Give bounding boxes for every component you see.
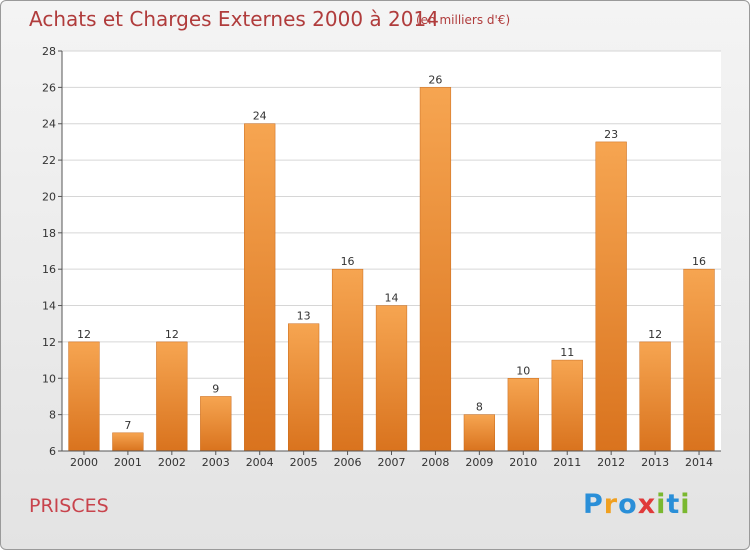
chart-unit: (en milliers d'€) — [416, 13, 511, 27]
x-tick-label: 2011 — [553, 456, 581, 469]
x-tick-label: 2003 — [202, 456, 230, 469]
y-tick-label: 6 — [49, 445, 56, 458]
x-tick-label: 2009 — [465, 456, 493, 469]
bar — [375, 305, 408, 452]
logo-letter: r — [603, 489, 619, 520]
logo-letter: i — [680, 489, 691, 520]
y-tick-label: 24 — [42, 118, 56, 131]
bar — [639, 341, 671, 452]
x-tick-label: 2006 — [334, 456, 362, 469]
bar-value-label: 12 — [648, 328, 662, 341]
x-tick-label: 2012 — [597, 456, 625, 469]
bar — [551, 359, 583, 452]
bar-value-label: 11 — [560, 346, 574, 359]
bar — [683, 268, 715, 452]
x-tick-label: 2000 — [70, 456, 98, 469]
y-tick-label: 18 — [42, 227, 56, 240]
x-tick-label: 2002 — [158, 456, 186, 469]
logo-letter: i — [656, 489, 667, 520]
x-tick-label: 2007 — [378, 456, 406, 469]
bar-value-label: 13 — [297, 310, 311, 323]
bar — [156, 341, 188, 452]
bar — [507, 378, 539, 452]
x-tick-label: 2010 — [509, 456, 537, 469]
bar — [244, 123, 276, 452]
y-tick-label: 14 — [42, 300, 56, 313]
bar — [595, 141, 627, 452]
logo-letter: t — [666, 489, 681, 520]
bar-value-label: 9 — [212, 382, 219, 395]
logo-letter: o — [618, 489, 638, 520]
proxiti-logo[interactable]: Proxiti — [583, 489, 691, 520]
bar — [200, 396, 232, 452]
bar — [463, 414, 495, 452]
logo-letter: P — [583, 489, 604, 520]
bar — [331, 268, 364, 452]
logo-letter: x — [637, 489, 657, 520]
x-tick-label: 2001 — [114, 456, 142, 469]
bar-value-label: 14 — [385, 292, 399, 305]
bar — [419, 87, 452, 452]
bar-value-label: 8 — [476, 401, 483, 414]
bar-value-label: 16 — [341, 255, 355, 268]
y-tick-label: 10 — [42, 372, 56, 385]
bar-value-label: 10 — [516, 364, 530, 377]
commune-name: PRISCES — [29, 495, 109, 517]
x-tick-label: 2004 — [246, 456, 274, 469]
y-tick-label: 8 — [49, 409, 56, 422]
bar-value-label: 7 — [124, 419, 131, 432]
bar-value-label: 23 — [604, 128, 618, 141]
bar-value-label: 24 — [253, 110, 267, 123]
y-tick-label: 16 — [42, 263, 56, 276]
bar-value-label: 12 — [165, 328, 179, 341]
bar — [68, 341, 100, 452]
y-tick-label: 20 — [42, 190, 56, 203]
bar — [112, 432, 144, 452]
x-tick-label: 2013 — [641, 456, 669, 469]
y-tick-label: 22 — [42, 154, 56, 167]
bar-value-label: 12 — [77, 328, 91, 341]
y-tick-label: 28 — [42, 45, 56, 58]
y-tick-label: 26 — [42, 81, 56, 94]
x-tick-label: 2014 — [685, 456, 713, 469]
chart-title: Achats et Charges Externes 2000 à 2014 — [29, 7, 439, 31]
bar — [288, 323, 320, 452]
y-tick-label: 12 — [42, 336, 56, 349]
x-tick-label: 2008 — [421, 456, 449, 469]
x-tick-label: 2005 — [290, 456, 318, 469]
bar-value-label: 16 — [692, 255, 706, 268]
bar-value-label: 26 — [428, 73, 442, 86]
